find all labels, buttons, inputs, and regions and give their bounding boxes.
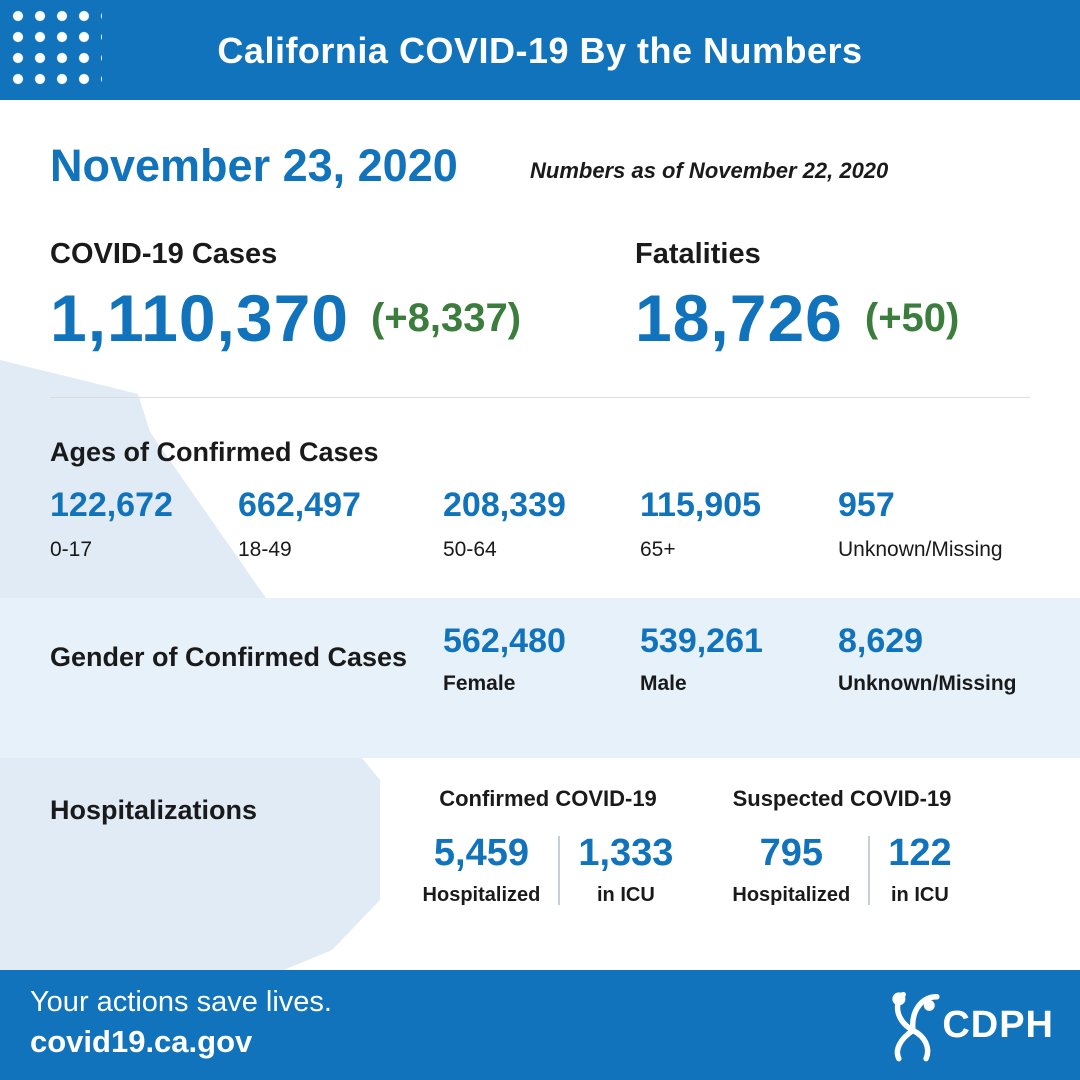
fatalities-value-row: 18,726 (+50) [635, 285, 959, 351]
confirmed-icu-cell: 1,333 in ICU [560, 834, 691, 907]
confirmed-group-row: 5,459 Hospitalized 1,333 in ICU [398, 834, 698, 907]
header-bar: California COVID-19 By the Numbers [0, 0, 1080, 100]
hospitalizations-suspected-group: Suspected COVID-19 795 Hospitalized 122 … [702, 786, 982, 907]
age-group-0-17: 122,672 0-17 [50, 488, 173, 562]
gender-band [0, 598, 1080, 758]
ages-section-title: Ages of Confirmed Cases [50, 437, 379, 467]
section-divider [50, 397, 1030, 398]
age-label: 50-64 [443, 538, 497, 561]
age-label: 0-17 [50, 538, 93, 561]
suspected-group-title: Suspected COVID-19 [732, 786, 952, 811]
suspected-group-row: 795 Hospitalized 122 in ICU [702, 834, 982, 907]
confirmed-icu-label: in ICU [597, 884, 655, 906]
gender-unknown: 8,629 Unknown/Missing [838, 624, 1017, 696]
gender-label: Unknown/Missing [838, 672, 1017, 695]
age-group-65-plus: 115,905 65+ [640, 488, 761, 562]
gender-section-title: Gender of Confirmed Cases [50, 642, 408, 672]
fatalities-stat: Fatalities 18,726 (+50) [635, 238, 959, 351]
fatalities-value: 18,726 [635, 281, 843, 355]
gender-male: 539,261 Male [640, 624, 763, 696]
suspected-icu-value: 122 [888, 832, 952, 874]
suspected-icu-label: in ICU [891, 884, 949, 906]
age-value: 662,497 [238, 486, 361, 524]
suspected-hospitalized-value: 795 [759, 832, 823, 874]
cases-value: 1,110,370 [50, 281, 349, 355]
age-value: 115,905 [640, 486, 762, 524]
cases-delta: (+8,337) [370, 295, 522, 340]
cdph-logo: CDPH [878, 984, 1054, 1066]
page-title: California COVID-19 By the Numbers [217, 30, 863, 71]
gender-value: 539,261 [640, 622, 763, 660]
suspected-icu-cell: 122 in ICU [870, 834, 969, 907]
gender-label: Male [640, 672, 687, 695]
age-label: 18-49 [238, 538, 292, 561]
fatalities-delta: (+50) [864, 295, 960, 340]
suspected-hospitalized-cell: 795 Hospitalized [714, 834, 868, 907]
as-of-note: Numbers as of November 22, 2020 [530, 158, 889, 183]
age-group-50-64: 208,339 50-64 [443, 488, 566, 562]
age-value: 957 [838, 486, 895, 524]
footer-bar: Your actions save lives. covid19.ca.gov … [0, 970, 1080, 1080]
date-heading: November 23, 2020 [50, 140, 458, 191]
cdph-logo-icon [892, 991, 940, 1062]
age-group-18-49: 662,497 18-49 [238, 488, 361, 562]
hospitalizations-section-title: Hospitalizations [50, 795, 258, 825]
gender-label: Female [443, 672, 516, 695]
gender-female: 562,480 Female [443, 624, 566, 696]
cdph-logo-text: CDPH [942, 1003, 1054, 1046]
vertical-divider [558, 836, 561, 905]
age-label: 65+ [640, 538, 676, 561]
cases-value-row: 1,110,370 (+8,337) [50, 285, 521, 351]
cases-label: COVID-19 Cases [50, 238, 278, 270]
gender-value: 8,629 [838, 622, 924, 660]
cases-stat: COVID-19 Cases 1,110,370 (+8,337) [50, 238, 521, 351]
age-value: 208,339 [443, 486, 566, 524]
confirmed-hospitalized-cell: 5,459 Hospitalized [405, 834, 559, 907]
suspected-hospitalized-label: Hospitalized [732, 884, 851, 906]
dots-pattern-icon [12, 10, 102, 94]
vertical-divider [868, 836, 871, 905]
age-value: 122,672 [50, 486, 173, 524]
hospitalizations-confirmed-group: Confirmed COVID-19 5,459 Hospitalized 1,… [398, 786, 698, 907]
age-label: Unknown/Missing [838, 538, 1003, 561]
footer-tagline: Your actions save lives. [30, 986, 332, 1018]
fatalities-label: Fatalities [635, 238, 761, 270]
confirmed-icu-value: 1,333 [578, 832, 674, 874]
footer-url-link[interactable]: covid19.ca.gov [30, 1024, 253, 1059]
confirmed-hospitalized-value: 5,459 [433, 832, 529, 874]
age-group-unknown: 957 Unknown/Missing [838, 488, 1003, 562]
confirmed-group-title: Confirmed COVID-19 [439, 786, 657, 811]
gender-value: 562,480 [443, 622, 566, 660]
confirmed-hospitalized-label: Hospitalized [422, 884, 541, 906]
